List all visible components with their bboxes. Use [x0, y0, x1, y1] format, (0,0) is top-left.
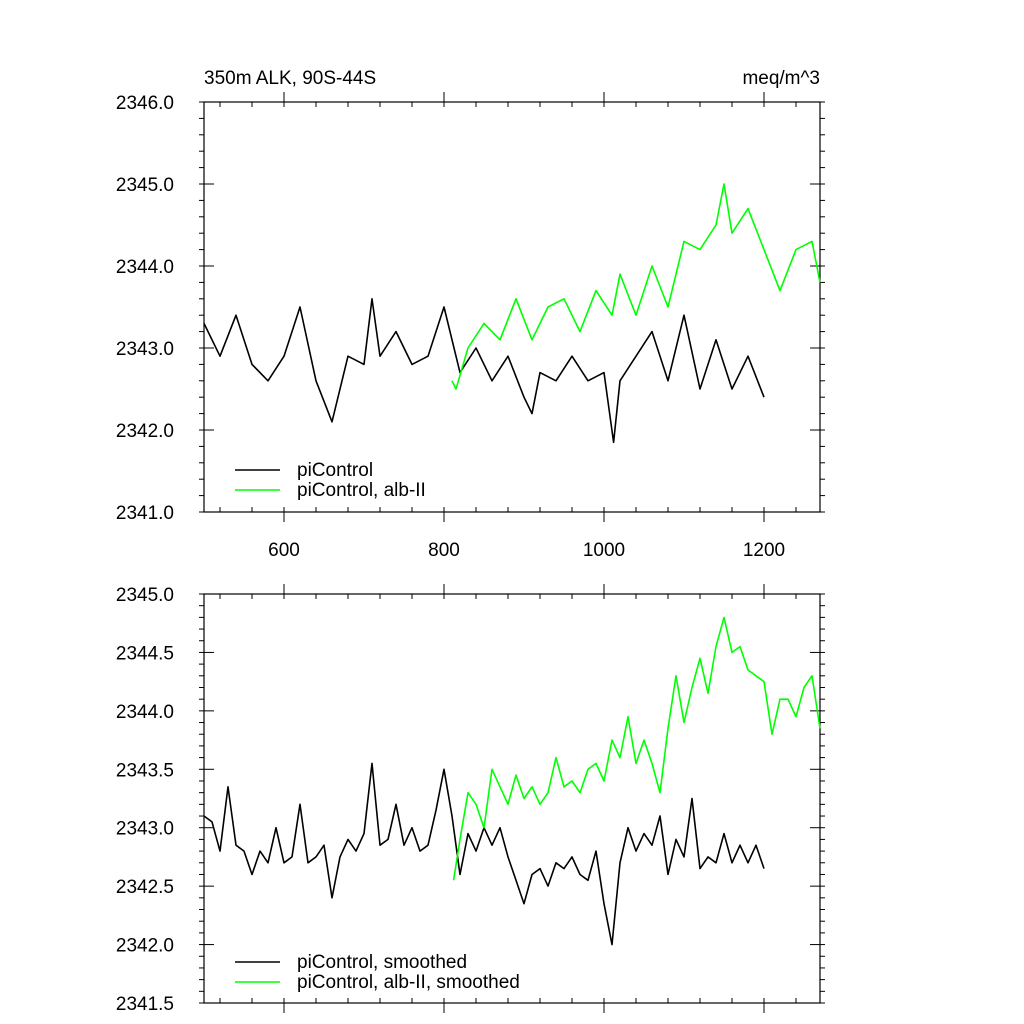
series-line-picontrol-alb-ii — [451, 183, 821, 390]
legend-label-alb-ii: piControl, alb-II — [297, 480, 426, 501]
top-panel-series — [203, 183, 821, 444]
top-panel-title: 350m ALK, 90S-44S — [204, 68, 376, 89]
y-tick-label: 2346.0 — [116, 93, 174, 114]
legend-label-picontrol-smoothed: piControl, smoothed — [297, 952, 467, 973]
y-tick-label: 2344.0 — [116, 257, 174, 278]
y-tick-label: 2343.0 — [116, 339, 174, 360]
bottom-panel-series — [203, 616, 821, 946]
y-tick-label: 2345.0 — [116, 175, 174, 196]
y-tick-label: 2345.0 — [116, 585, 174, 606]
y-tick-label: 2341.0 — [116, 503, 174, 524]
y-tick-label: 2343.0 — [116, 819, 174, 840]
x-tick-label: 1000 — [583, 540, 625, 561]
plot-frame — [203, 101, 821, 513]
y-tick-label: 2341.5 — [116, 994, 174, 1015]
y-tick-label: 2343.5 — [116, 760, 174, 781]
legend-label-picontrol: piControl — [297, 460, 373, 481]
top-panel-units: meq/m^3 — [742, 68, 820, 89]
bottom-panel-axes: 2341.5 2342.0 2342.5 2343.0 2343.5 2344.0 2344… — [116, 584, 825, 1015]
y-tick-label: 2344.0 — [116, 702, 174, 723]
legend-label-alb-ii-smoothed: piControl, alb-II, smoothed — [297, 972, 520, 993]
y-tick-label: 2342.0 — [116, 936, 174, 957]
plot-frame — [203, 593, 821, 1004]
y-tick-label: 2344.5 — [116, 643, 174, 664]
x-tick-label: 800 — [428, 540, 460, 561]
bottom-panel-legend: piControl, smoothed piControl, alb-II, s… — [235, 952, 520, 993]
top-panel-axes: 600 800 1000 1200 2341.0 2342.0 2343.0 2344.0 23… — [116, 92, 825, 561]
series-line-picontrol — [203, 297, 765, 444]
series-line-picontrol-alb-ii-smoothed — [452, 616, 821, 881]
y-tick-label: 2342.0 — [116, 421, 174, 442]
y-tick-label: 2342.5 — [116, 877, 174, 898]
x-tick-label: 600 — [268, 540, 300, 561]
top-panel: 350m ALK, 90S-44S meq/m^3 600 800 1000 1200… — [116, 68, 825, 561]
top-panel-legend: piControl piControl, alb-II — [235, 460, 426, 501]
series-line-picontrol-smoothed — [203, 762, 765, 946]
bottom-panel: 2341.5 2342.0 2342.5 2343.0 2343.5 2344.0 2344… — [116, 584, 825, 1015]
x-tick-label: 1200 — [743, 540, 785, 561]
